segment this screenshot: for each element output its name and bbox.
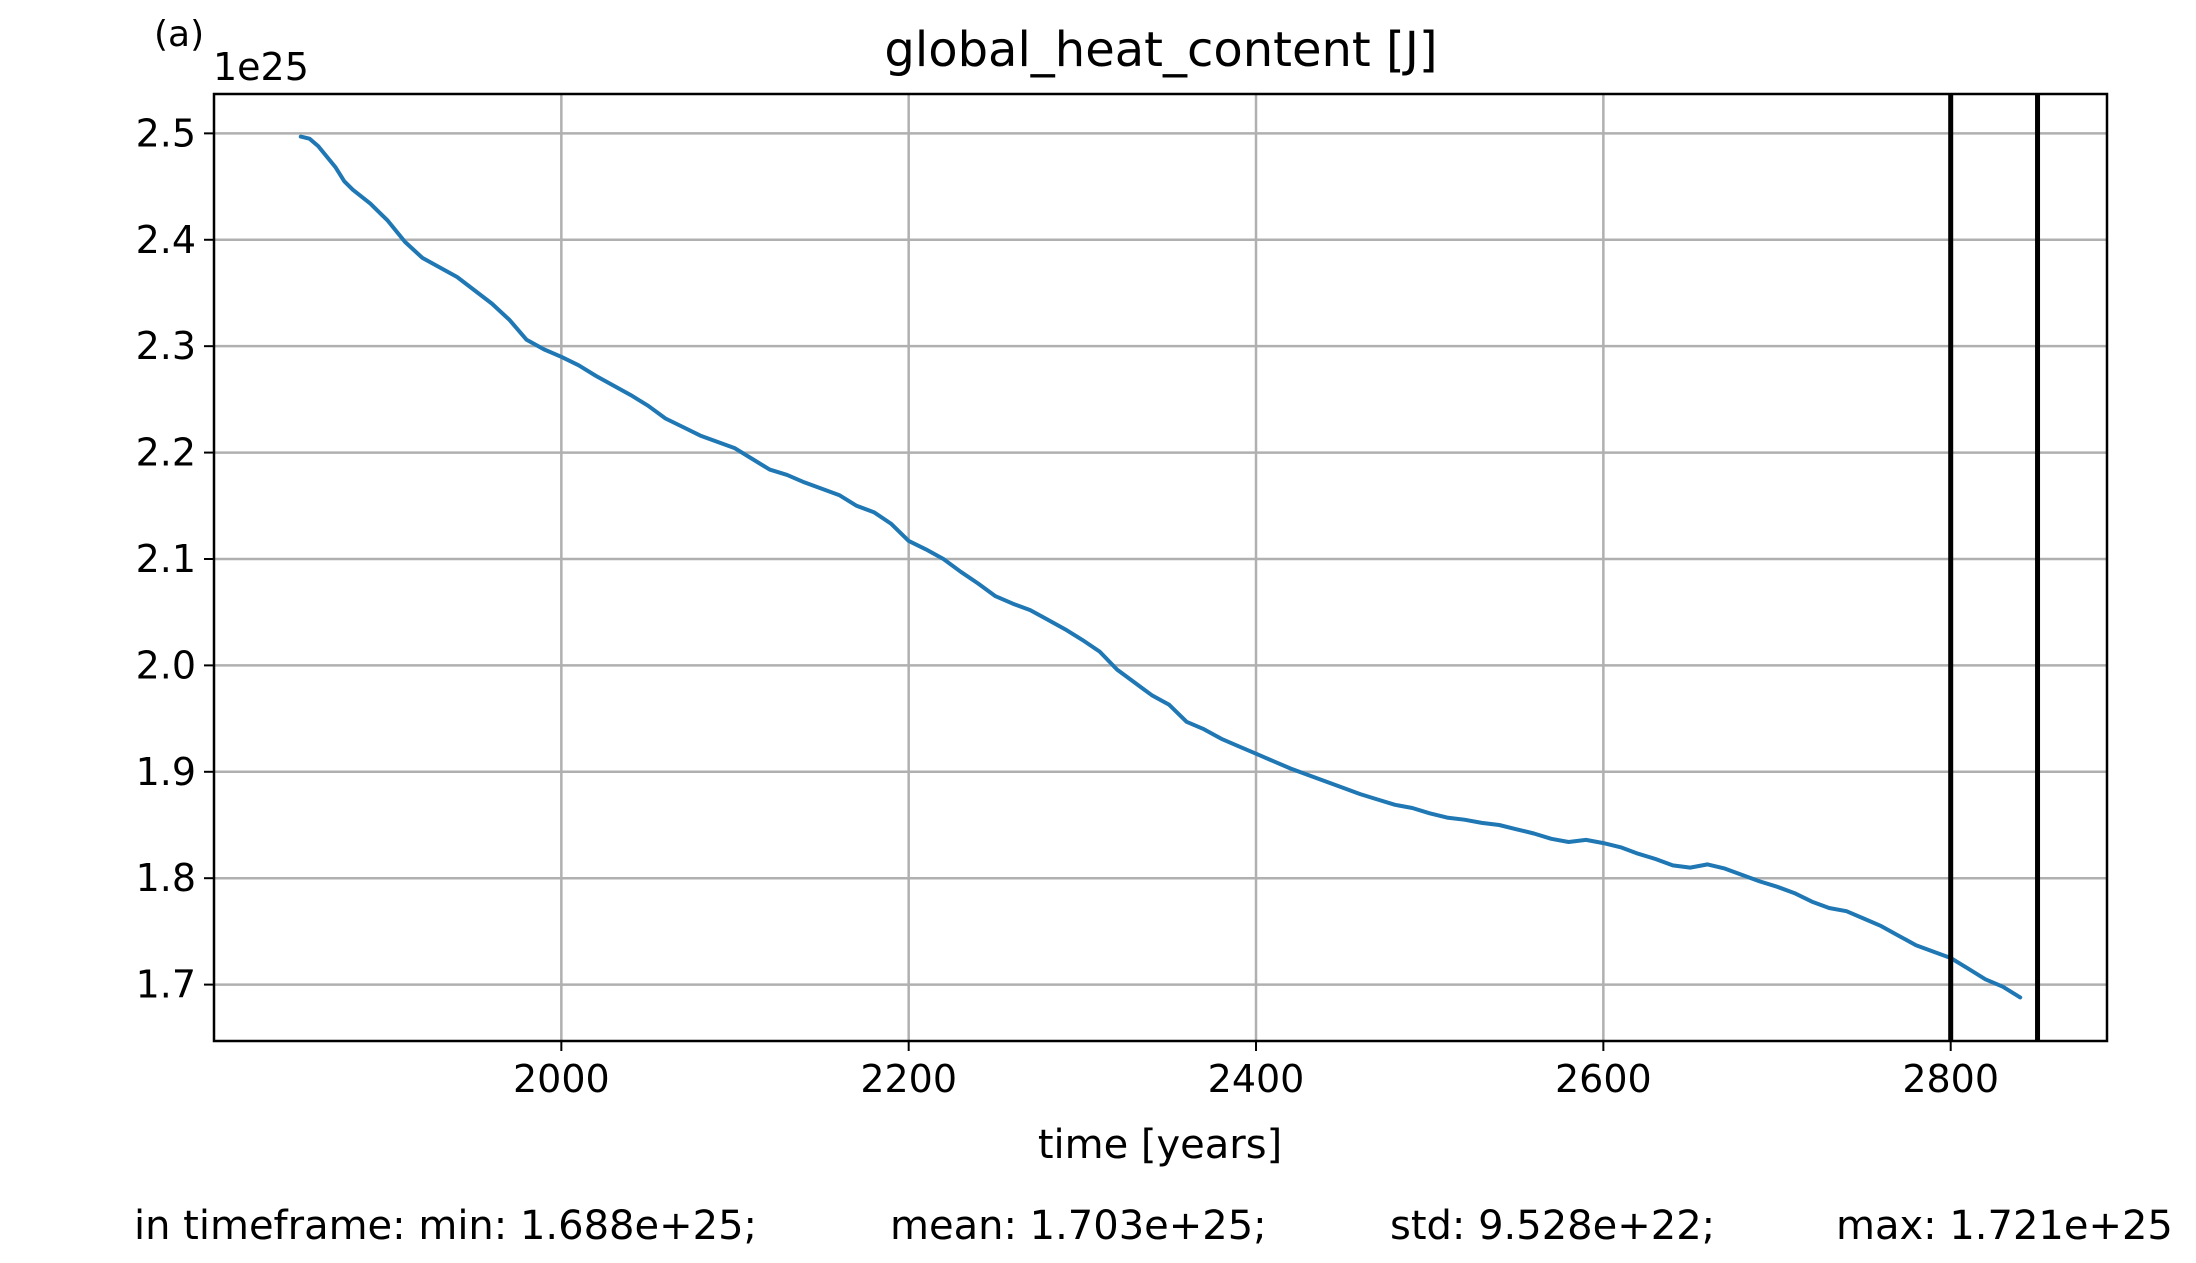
y-tick-label: 2.0 [136,643,196,687]
plot-frame [212,92,2109,1043]
grid [214,94,2107,1041]
y-offset-label: 1e25 [213,45,309,89]
stat-max: max: 1.721e+25 [1836,1203,2173,1249]
y-tick-label: 2.5 [136,111,196,155]
y-tick-label: 1.7 [136,963,196,1007]
x-tick-label: 2200 [860,1057,957,1101]
y-tick-label: 2.3 [136,324,196,368]
stats-row: in timeframe: min: 1.688e+25; mean: 1.70… [0,1202,2196,1250]
x-tick-label: 2800 [1902,1057,1999,1101]
stat-min: in timeframe: min: 1.688e+25; [134,1203,757,1249]
stat-mean: mean: 1.703e+25; [890,1203,1267,1249]
y-tick-label: 1.8 [136,856,196,900]
y-axis-ticks: 1.7 1.8 1.9 2.0 2.1 2.2 2.3 2.4 2.5 [136,111,214,1007]
panel-label: (a) [154,14,204,55]
x-tick-label: 2000 [513,1057,610,1101]
data-series-line [298,134,2023,1000]
series-layer [298,134,2023,1000]
stat-std: std: 9.528e+22; [1390,1203,1716,1249]
vlines-layer [1948,94,2041,1041]
x-axis-ticks: 2000 2200 2400 2600 2800 [513,1041,1999,1101]
y-tick-label: 2.4 [136,218,196,262]
y-tick-label: 2.2 [136,431,196,475]
x-tick-label: 2600 [1555,1057,1652,1101]
chart-title: global_heat_content [J] [884,22,1437,78]
x-tick-label: 2400 [1208,1057,1305,1101]
x-axis-label: time [years] [1038,1122,1282,1168]
y-tick-label: 1.9 [136,750,196,794]
y-tick-label: 2.1 [136,537,196,581]
